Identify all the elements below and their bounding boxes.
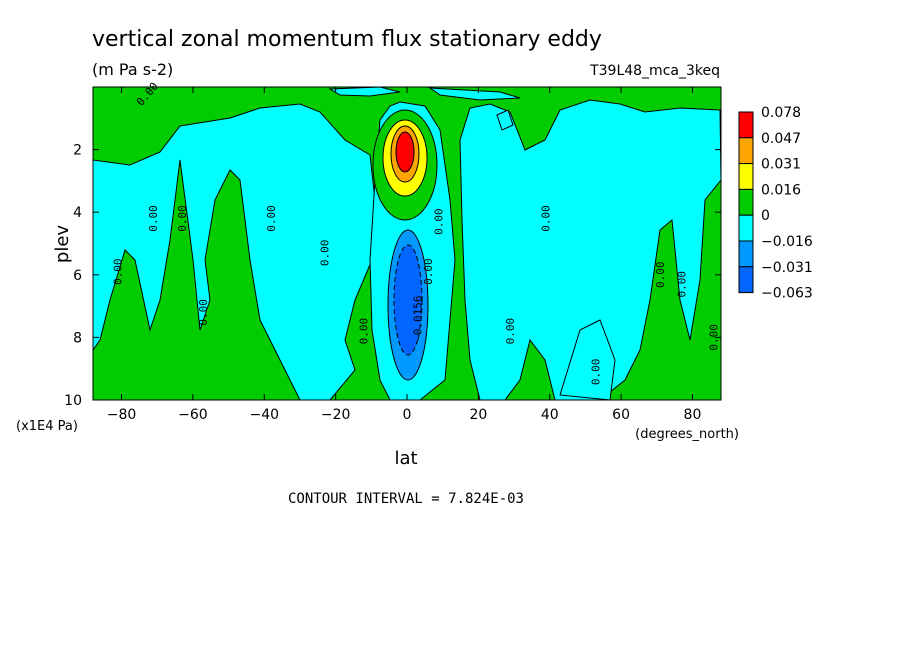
x-tick-label: −20 (321, 407, 351, 423)
y-axis-label: plev (52, 225, 73, 264)
contour-label: 0.00 (176, 205, 189, 232)
x-tick-label: −80 (107, 407, 137, 423)
x-tick-label: 60 (612, 407, 630, 423)
contour-label: 0.00 (433, 208, 446, 235)
x-tick-label: −40 (249, 407, 279, 423)
contour-interval: CONTOUR INTERVAL = 7.824E-03 (288, 491, 524, 507)
contour-label: 0.00 (675, 271, 688, 298)
contour-label: 0.00 (112, 258, 125, 285)
y-tick-label: 10 (64, 393, 82, 409)
core-pos-red (395, 131, 415, 173)
region-sh-polar-neg (93, 103, 376, 400)
x-tick-label: 0 (403, 407, 412, 423)
contour-label: 0.00 (422, 258, 435, 285)
contour-label: 0.00 (197, 299, 210, 326)
legend-swatch (738, 188, 754, 216)
legend-swatch (738, 163, 754, 190)
contour-label: 0.00 (590, 359, 603, 386)
region-nh-wedge (559, 319, 616, 400)
y-tick-label: 8 (73, 330, 82, 346)
x-axis-ticks: −80 −60 −40 −20 0 20 40 60 80 (107, 87, 702, 423)
contour-label: 0.00 (707, 324, 720, 351)
legend-swatch (738, 111, 754, 139)
y-tick-label: 4 (73, 205, 82, 221)
region-nh-neg (459, 99, 721, 400)
y-axis-units: (x1E4 Pa) (16, 419, 78, 434)
contour-label: 0.00 (504, 318, 517, 345)
contour-label: 0.00 (654, 262, 667, 289)
patch-small (496, 109, 514, 131)
negative-core (387, 229, 429, 381)
x-tick-label: 20 (469, 407, 487, 423)
contour-label: 0.00 (265, 205, 278, 232)
positive-core (372, 109, 438, 221)
contour-labels: 0.00 0.00 0.00 0.00 0.00 0.00 0.00 0.00 0.00 0.00… (112, 80, 721, 385)
y-tick-label: 6 (73, 268, 82, 284)
plot-area (93, 87, 721, 400)
dataset-label: T39L48_mca_3keq (589, 63, 720, 79)
legend-swatch (738, 214, 754, 242)
contour-label: 0.00 (147, 205, 160, 232)
legend-swatch (738, 137, 754, 165)
chart-title: vertical zonal momentum flux stationary … (92, 27, 602, 52)
x-tick-label: −60 (178, 407, 208, 423)
contour-label: -0.0156 (411, 295, 424, 341)
contour-label: 0.00 (319, 240, 332, 267)
y-tick-label: 2 (73, 143, 82, 159)
legend-label: −0.016 (761, 234, 813, 250)
legend-label: 0.047 (761, 131, 801, 147)
chart-units: (m Pa s-2) (92, 60, 173, 79)
colorbar-legend: 0.078 0.047 0.031 0.016 0 −0.016 −0.031 −0.063 (738, 105, 813, 302)
contour-label: 0.00 (540, 205, 553, 232)
legend-label: 0.031 (761, 157, 801, 173)
legend-label: −0.063 (761, 286, 813, 302)
x-axis-units: (degrees_north) (635, 427, 739, 442)
legend-label: 0.078 (761, 105, 801, 121)
legend-label: 0.016 (761, 182, 801, 198)
x-axis-label: lat (394, 448, 417, 469)
contour-label: 0.00 (358, 318, 371, 345)
legend-label: 0 (761, 208, 770, 224)
x-tick-label: 80 (684, 407, 702, 423)
x-tick-label: 40 (541, 407, 559, 423)
legend-swatch (738, 266, 754, 294)
legend-swatch (738, 240, 754, 268)
core-neg-strong (393, 244, 423, 356)
y-axis-ticks: 2 4 6 8 10 (64, 143, 721, 409)
legend-label: −0.031 (761, 260, 813, 276)
patch-top-right (428, 87, 521, 101)
